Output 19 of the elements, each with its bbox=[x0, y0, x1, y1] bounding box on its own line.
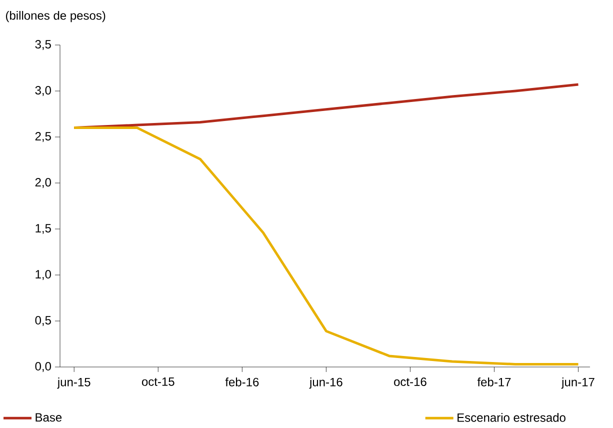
y-tick-label: 3,0 bbox=[35, 86, 52, 96]
y-tick-label: 2,0 bbox=[35, 178, 52, 188]
y-tick-label: 2,5 bbox=[35, 132, 51, 142]
x-tick-label: jun-16 bbox=[309, 378, 342, 389]
x-tick-label: jun-17 bbox=[561, 378, 594, 389]
y-axis-title: (billones de pesos) bbox=[6, 10, 106, 22]
x-tick-label: jun-15 bbox=[57, 378, 90, 389]
y-tick-label: 3,5 bbox=[35, 40, 51, 50]
legend-label: Base bbox=[36, 413, 62, 422]
y-tick-label: 0,5 bbox=[35, 316, 51, 326]
y-tick-label: 0,0 bbox=[35, 362, 52, 372]
x-tick-label: oct-16 bbox=[394, 378, 426, 386]
x-tick-label: feb-17 bbox=[477, 378, 511, 386]
line-series bbox=[72, 126, 580, 366]
legend-label: Escenario estresado bbox=[458, 413, 566, 422]
y-tick-label: 1,0 bbox=[36, 270, 52, 280]
x-tick-label: oct-15 bbox=[142, 378, 174, 386]
y-tick-label: 1,5 bbox=[36, 224, 51, 234]
x-tick-label: feb-16 bbox=[225, 378, 259, 386]
